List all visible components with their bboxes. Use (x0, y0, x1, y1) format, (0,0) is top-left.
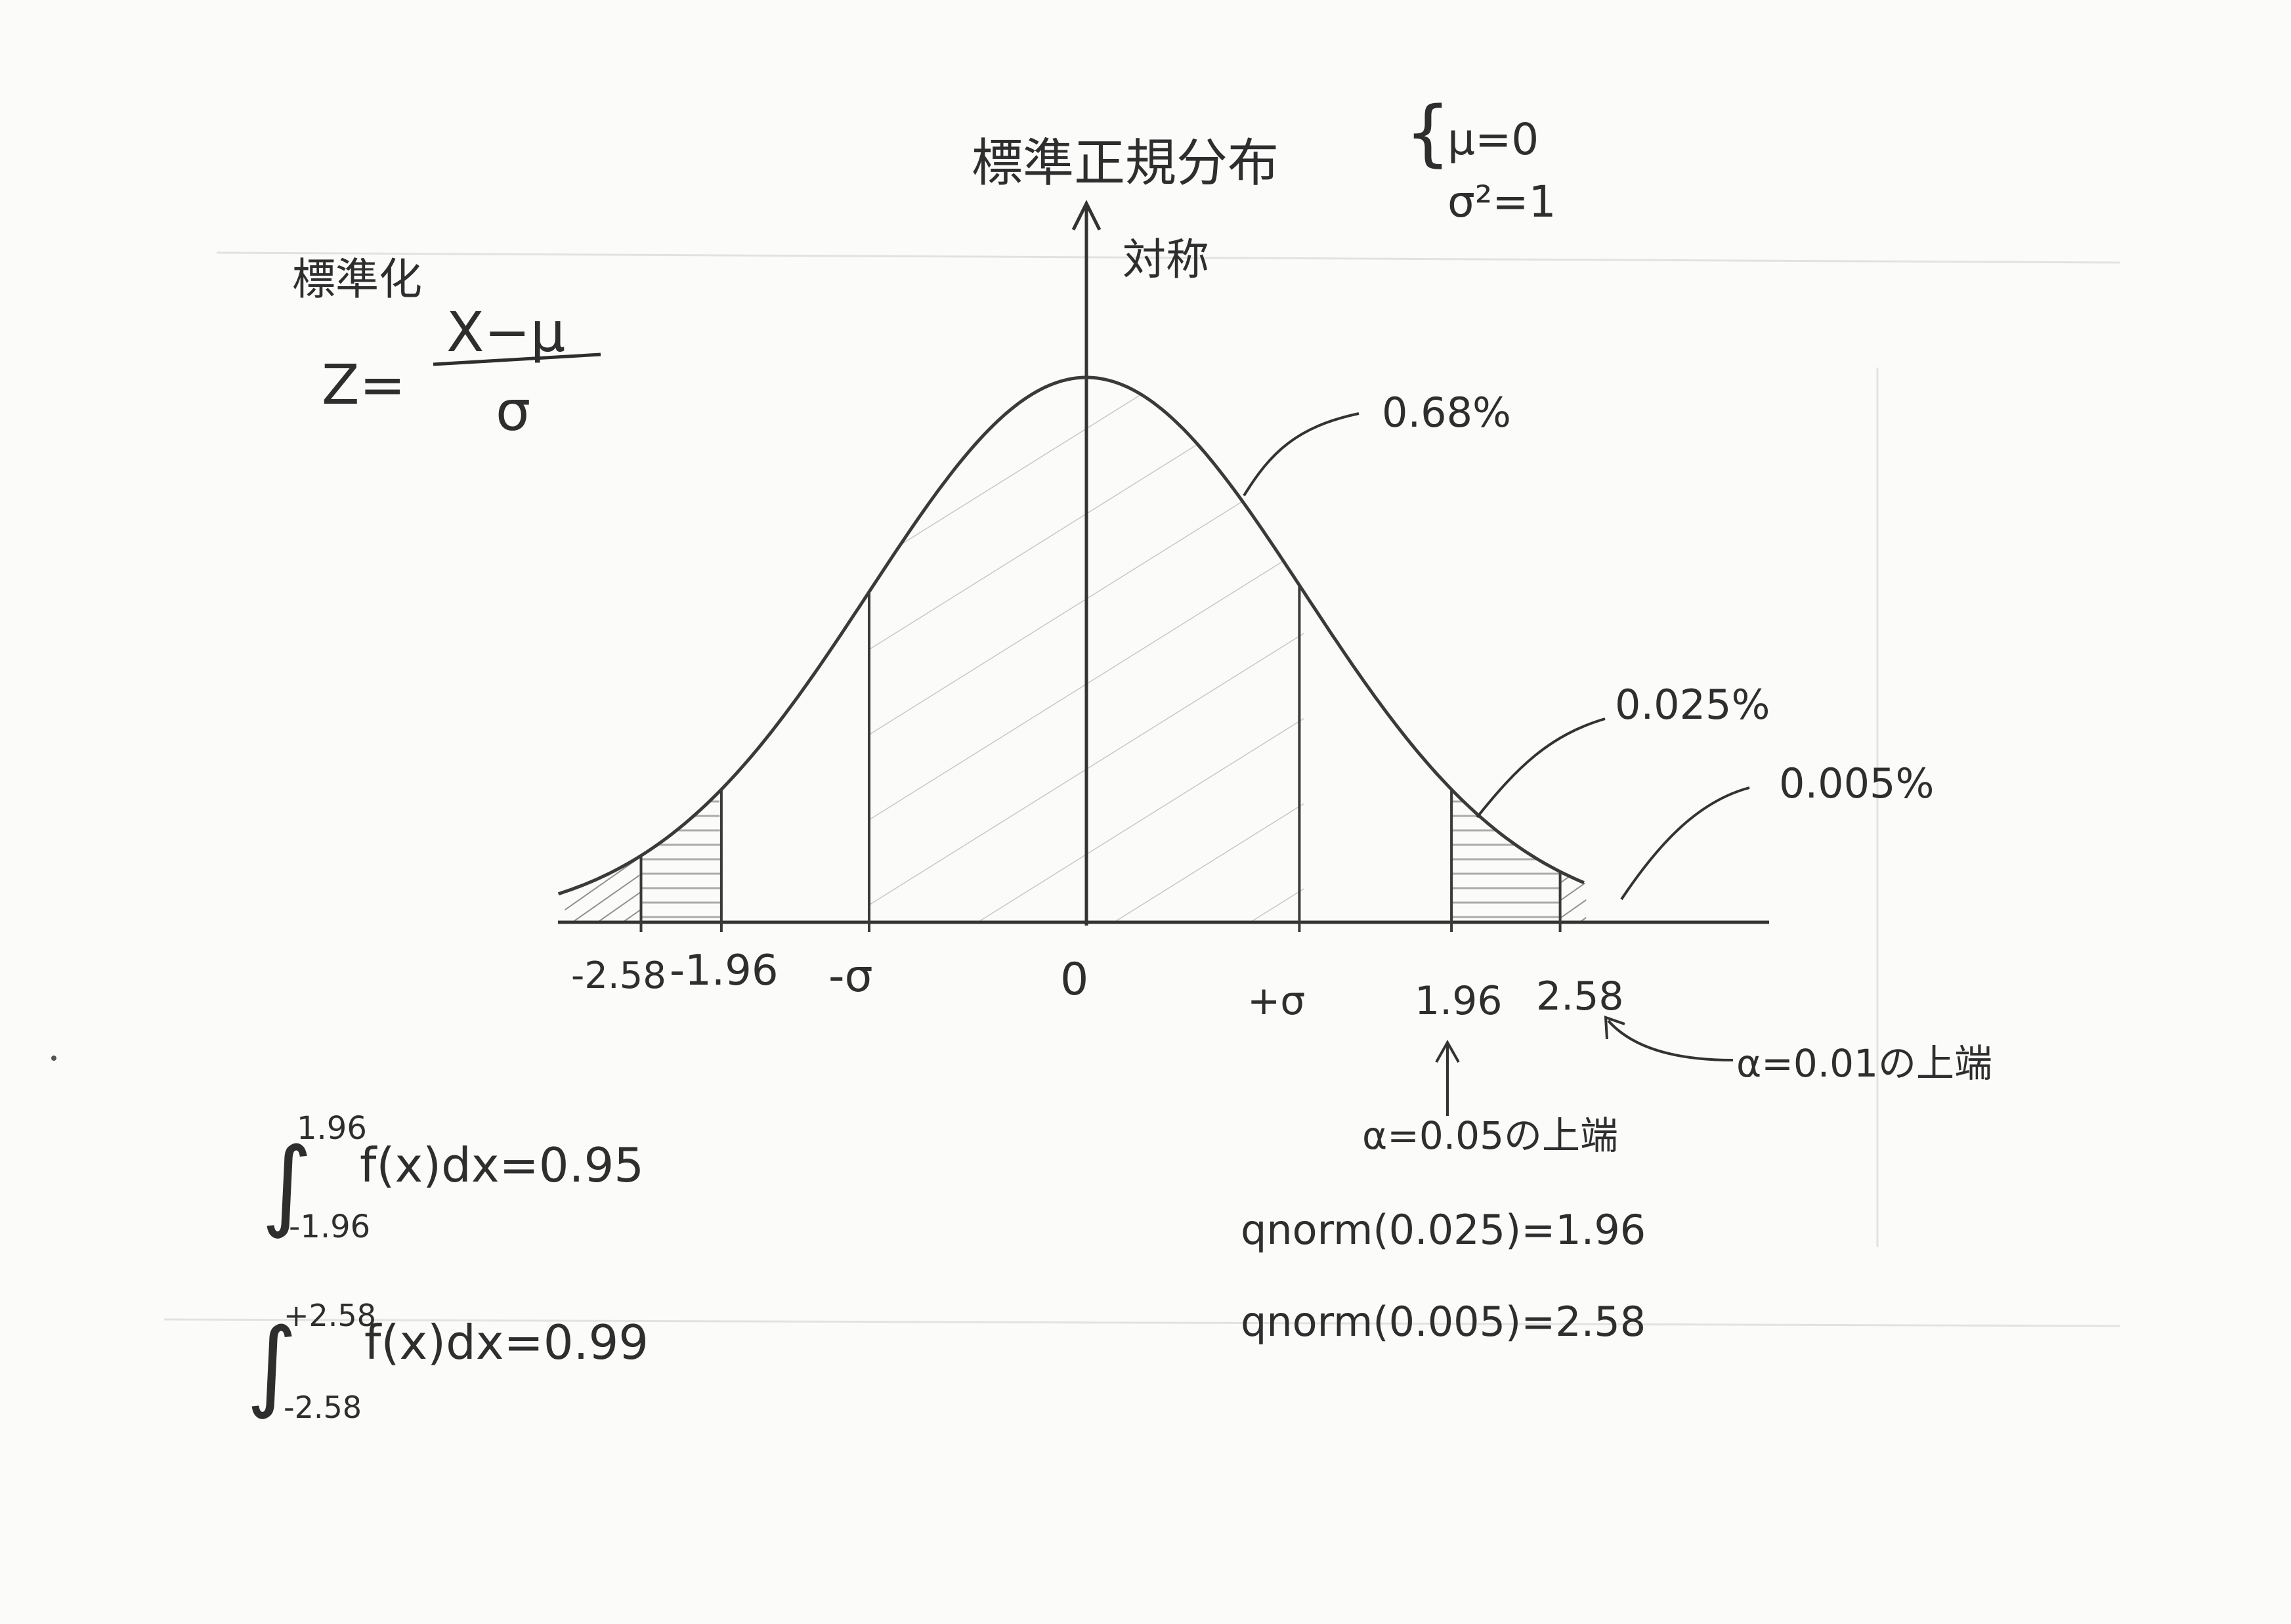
integral-1-lower: -1.96 (289, 1208, 370, 1245)
title: 標準正規分布 (972, 134, 1279, 193)
param-mu: μ=0 (1447, 114, 1539, 165)
right-tail-hatch (1451, 789, 1560, 922)
integral-2-lower: -2.58 (284, 1390, 362, 1425)
qnorm-2: qnorm(0.005)=2.58 (1241, 1298, 1646, 1346)
axis-label-plus-sigma: +σ (1247, 978, 1305, 1024)
alpha05-note: α=0.05の上端 (1362, 1113, 1618, 1158)
integral-2-body: f(x)dx=0.99 (364, 1315, 649, 1370)
z-denominator: σ (496, 379, 530, 443)
pencil-dot (51, 1056, 56, 1061)
y-axis-arrowhead (1071, 200, 1102, 231)
qnorm-1: qnorm(0.025)=1.96 (1241, 1206, 1646, 1254)
symmetry-label: 対称 (1123, 234, 1209, 285)
bleed-line (163, 1318, 2121, 1327)
axis-label-zero: 0 (1060, 954, 1088, 1006)
axis-label-2-58: 2.58 (1536, 973, 1624, 1019)
axis-label-1-96: 1.96 (1415, 978, 1503, 1024)
integral-1-body: f(x)dx=0.95 (360, 1138, 644, 1193)
alpha01-note: α=0.01の上端 (1736, 1041, 1992, 1086)
integral-sign: ∫ (261, 1127, 312, 1241)
left-outer-tail-hatch (565, 857, 641, 922)
integral-2-upper: +2.58 (284, 1298, 376, 1333)
integral-2: ∫ +2.58 -2.58 f(x)dx=0.99 (246, 1298, 649, 1425)
left-tail-hatch (641, 792, 721, 922)
axis-label-minus-1-96: -1.96 (670, 947, 779, 995)
z-lhs: Z= (322, 353, 406, 417)
axis-label-minus-sigma: -σ (828, 951, 873, 1002)
bell-curve (557, 375, 1585, 896)
brace: { (1405, 91, 1451, 175)
center-region-label: 0.68% (1382, 389, 1511, 437)
tail-label-1: 0.025% (1615, 681, 1770, 729)
param-sigma2: σ²=1 (1447, 177, 1556, 227)
alpha05-arrowhead (1435, 1039, 1460, 1063)
integral-1-upper: 1.96 (297, 1110, 367, 1147)
bleed-line (216, 251, 2121, 264)
z-numerator: X−μ (446, 300, 565, 364)
integral-1: ∫ 1.96 -1.96 f(x)dx=0.95 (261, 1110, 644, 1245)
integral-sign: ∫ (246, 1308, 297, 1422)
center-region-leader (1243, 412, 1360, 497)
alpha01-leader (1607, 1019, 1734, 1061)
right-outer-tail-hatch (1560, 871, 1587, 922)
fraction-bar (433, 353, 601, 366)
tail-label-1-leader (1476, 717, 1606, 819)
axis-label-minus-2-58: -2.58 (571, 954, 666, 997)
alpha01-arrowhead (1604, 1015, 1625, 1040)
tail-label-2: 0.005% (1779, 759, 1934, 807)
tail-label-2-leader (1620, 786, 1750, 901)
standardization-label: 標準化 (292, 254, 422, 305)
